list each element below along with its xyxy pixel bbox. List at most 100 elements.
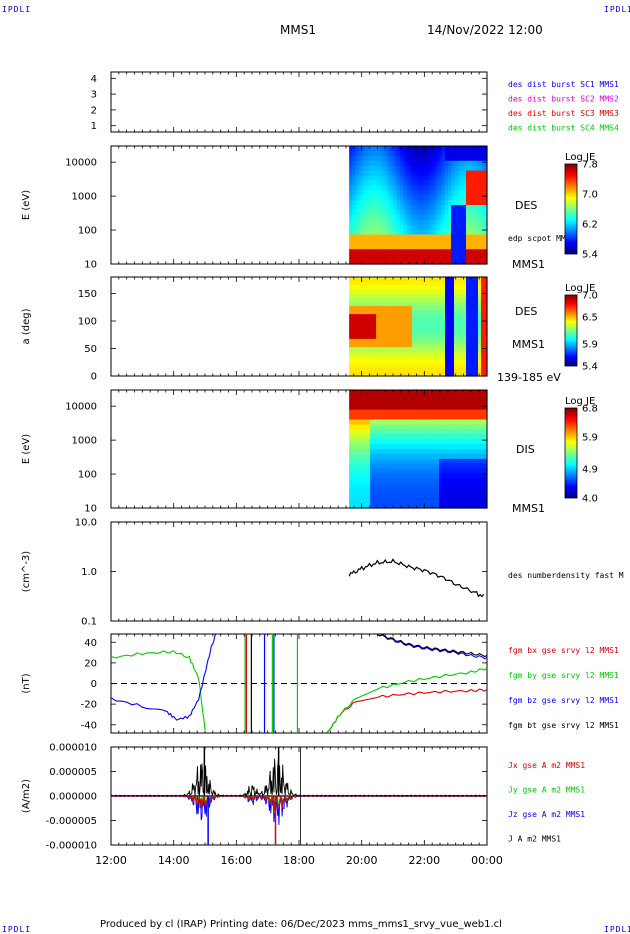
- heatmap-cell: [424, 229, 428, 236]
- heatmap-cell: [412, 310, 416, 315]
- heatmap-cell: [484, 463, 488, 470]
- heatmap-cell: [358, 429, 362, 435]
- heatmap-cell: [457, 190, 461, 196]
- heatmap-cell: [442, 239, 446, 245]
- heatmap-cell: [364, 205, 368, 211]
- heatmap-cell: [442, 190, 446, 196]
- heatmap-cell: [469, 209, 473, 216]
- heatmap-cell: [409, 399, 413, 406]
- heatmap-cell: [445, 200, 449, 206]
- heatmap-cell: [370, 347, 374, 352]
- heatmap-cell: [454, 195, 458, 201]
- heatmap-cell: [376, 414, 380, 421]
- heatmap-cell: [382, 371, 386, 377]
- heatmap-cell: [376, 205, 380, 211]
- heatmap-cell: [352, 200, 356, 206]
- heatmap-cell: [400, 160, 404, 167]
- heatmap-cell: [448, 170, 452, 177]
- heatmap-cell: [358, 277, 362, 282]
- heatmap-cell: [367, 473, 371, 480]
- heatmap-cell: [370, 424, 374, 430]
- heatmap-cell: [367, 330, 371, 336]
- heatmap-cell: [391, 195, 395, 201]
- heatmap-cell: [412, 468, 416, 475]
- heatmap-cell: [415, 473, 419, 480]
- heatmap-cell: [394, 468, 398, 475]
- heatmap-cell: [433, 363, 437, 369]
- heatmap-cell: [379, 314, 383, 319]
- heatmap-cell: [466, 285, 470, 290]
- heatmap-cell: [361, 429, 365, 435]
- heatmap-cell: [415, 185, 419, 191]
- heatmap-cell: [394, 249, 398, 255]
- heatmap-cell: [469, 244, 473, 250]
- heatmap-cell: [421, 150, 425, 157]
- heatmap-cell: [475, 404, 479, 411]
- heatmap-cell: [415, 390, 419, 396]
- heatmap-cell: [394, 150, 398, 157]
- heatmap-cell: [463, 170, 467, 177]
- heatmap-cell: [472, 150, 476, 157]
- heatmap-cell: [445, 219, 449, 226]
- heatmap-cell: [358, 297, 362, 303]
- heatmap-cell: [397, 503, 401, 509]
- heatmap-cell: [478, 347, 482, 352]
- heatmap-cell: [484, 419, 488, 426]
- heatmap-cell: [463, 254, 467, 260]
- heatmap-cell: [409, 414, 413, 421]
- heatmap-cell: [376, 195, 380, 201]
- heatmap-cell: [409, 170, 413, 177]
- heatmap-cell: [400, 434, 404, 440]
- heatmap-cell: [373, 498, 377, 504]
- heatmap-cell: [454, 404, 458, 411]
- heatmap-cell: [454, 301, 458, 307]
- heatmap-cell: [433, 338, 437, 344]
- heatmap-cell: [478, 318, 482, 323]
- heatmap-cell: [358, 409, 362, 416]
- heatmap-cell: [424, 155, 428, 162]
- heatmap-cell: [406, 185, 410, 191]
- heatmap-cell: [412, 277, 416, 282]
- heatmap-cell: [457, 322, 461, 328]
- heatmap-cell: [373, 214, 377, 221]
- heatmap-cell: [436, 363, 440, 369]
- heatmap-cell: [349, 338, 353, 344]
- heatmap-cell: [433, 234, 437, 241]
- heatmap-cell: [475, 419, 479, 426]
- heatmap-cell: [388, 180, 392, 186]
- heatmap-cell: [370, 419, 374, 426]
- heatmap-cell: [460, 209, 464, 216]
- heatmap-cell: [364, 399, 368, 406]
- heatmap-cell: [466, 414, 470, 421]
- y-tick-label: 1000: [72, 192, 97, 203]
- heatmap-cell: [475, 503, 479, 509]
- heatmap-cell: [370, 200, 374, 206]
- heatmap-cell: [433, 289, 437, 295]
- heatmap-cell: [472, 310, 476, 315]
- y-tick-label: 10.0: [75, 518, 97, 529]
- heatmap-cell: [442, 359, 446, 365]
- heatmap-cell: [484, 244, 488, 250]
- heatmap-cell: [412, 224, 416, 231]
- heatmap-cell: [421, 259, 425, 265]
- heatmap-cell: [457, 205, 461, 211]
- heatmap-cell: [484, 351, 488, 356]
- heatmap-cell: [445, 488, 449, 494]
- heatmap-cell: [379, 347, 383, 352]
- heatmap-cell: [388, 209, 392, 216]
- y-tick-label: -20: [81, 700, 97, 711]
- heatmap-cell: [421, 165, 425, 172]
- heatmap-cell: [367, 483, 371, 489]
- heatmap-cell: [349, 229, 353, 236]
- heatmap-cell: [358, 293, 362, 299]
- heatmap-cell: [394, 160, 398, 167]
- heatmap-cell: [388, 314, 392, 319]
- heatmap-cell: [460, 439, 464, 445]
- heatmap-cell: [448, 429, 452, 435]
- heatmap-cell: [352, 330, 356, 336]
- heatmap-cell: [376, 289, 380, 295]
- heatmap-cell: [370, 293, 374, 299]
- heatmap-cell: [424, 390, 428, 396]
- heatmap-cell: [406, 259, 410, 265]
- heatmap-cell: [424, 473, 428, 480]
